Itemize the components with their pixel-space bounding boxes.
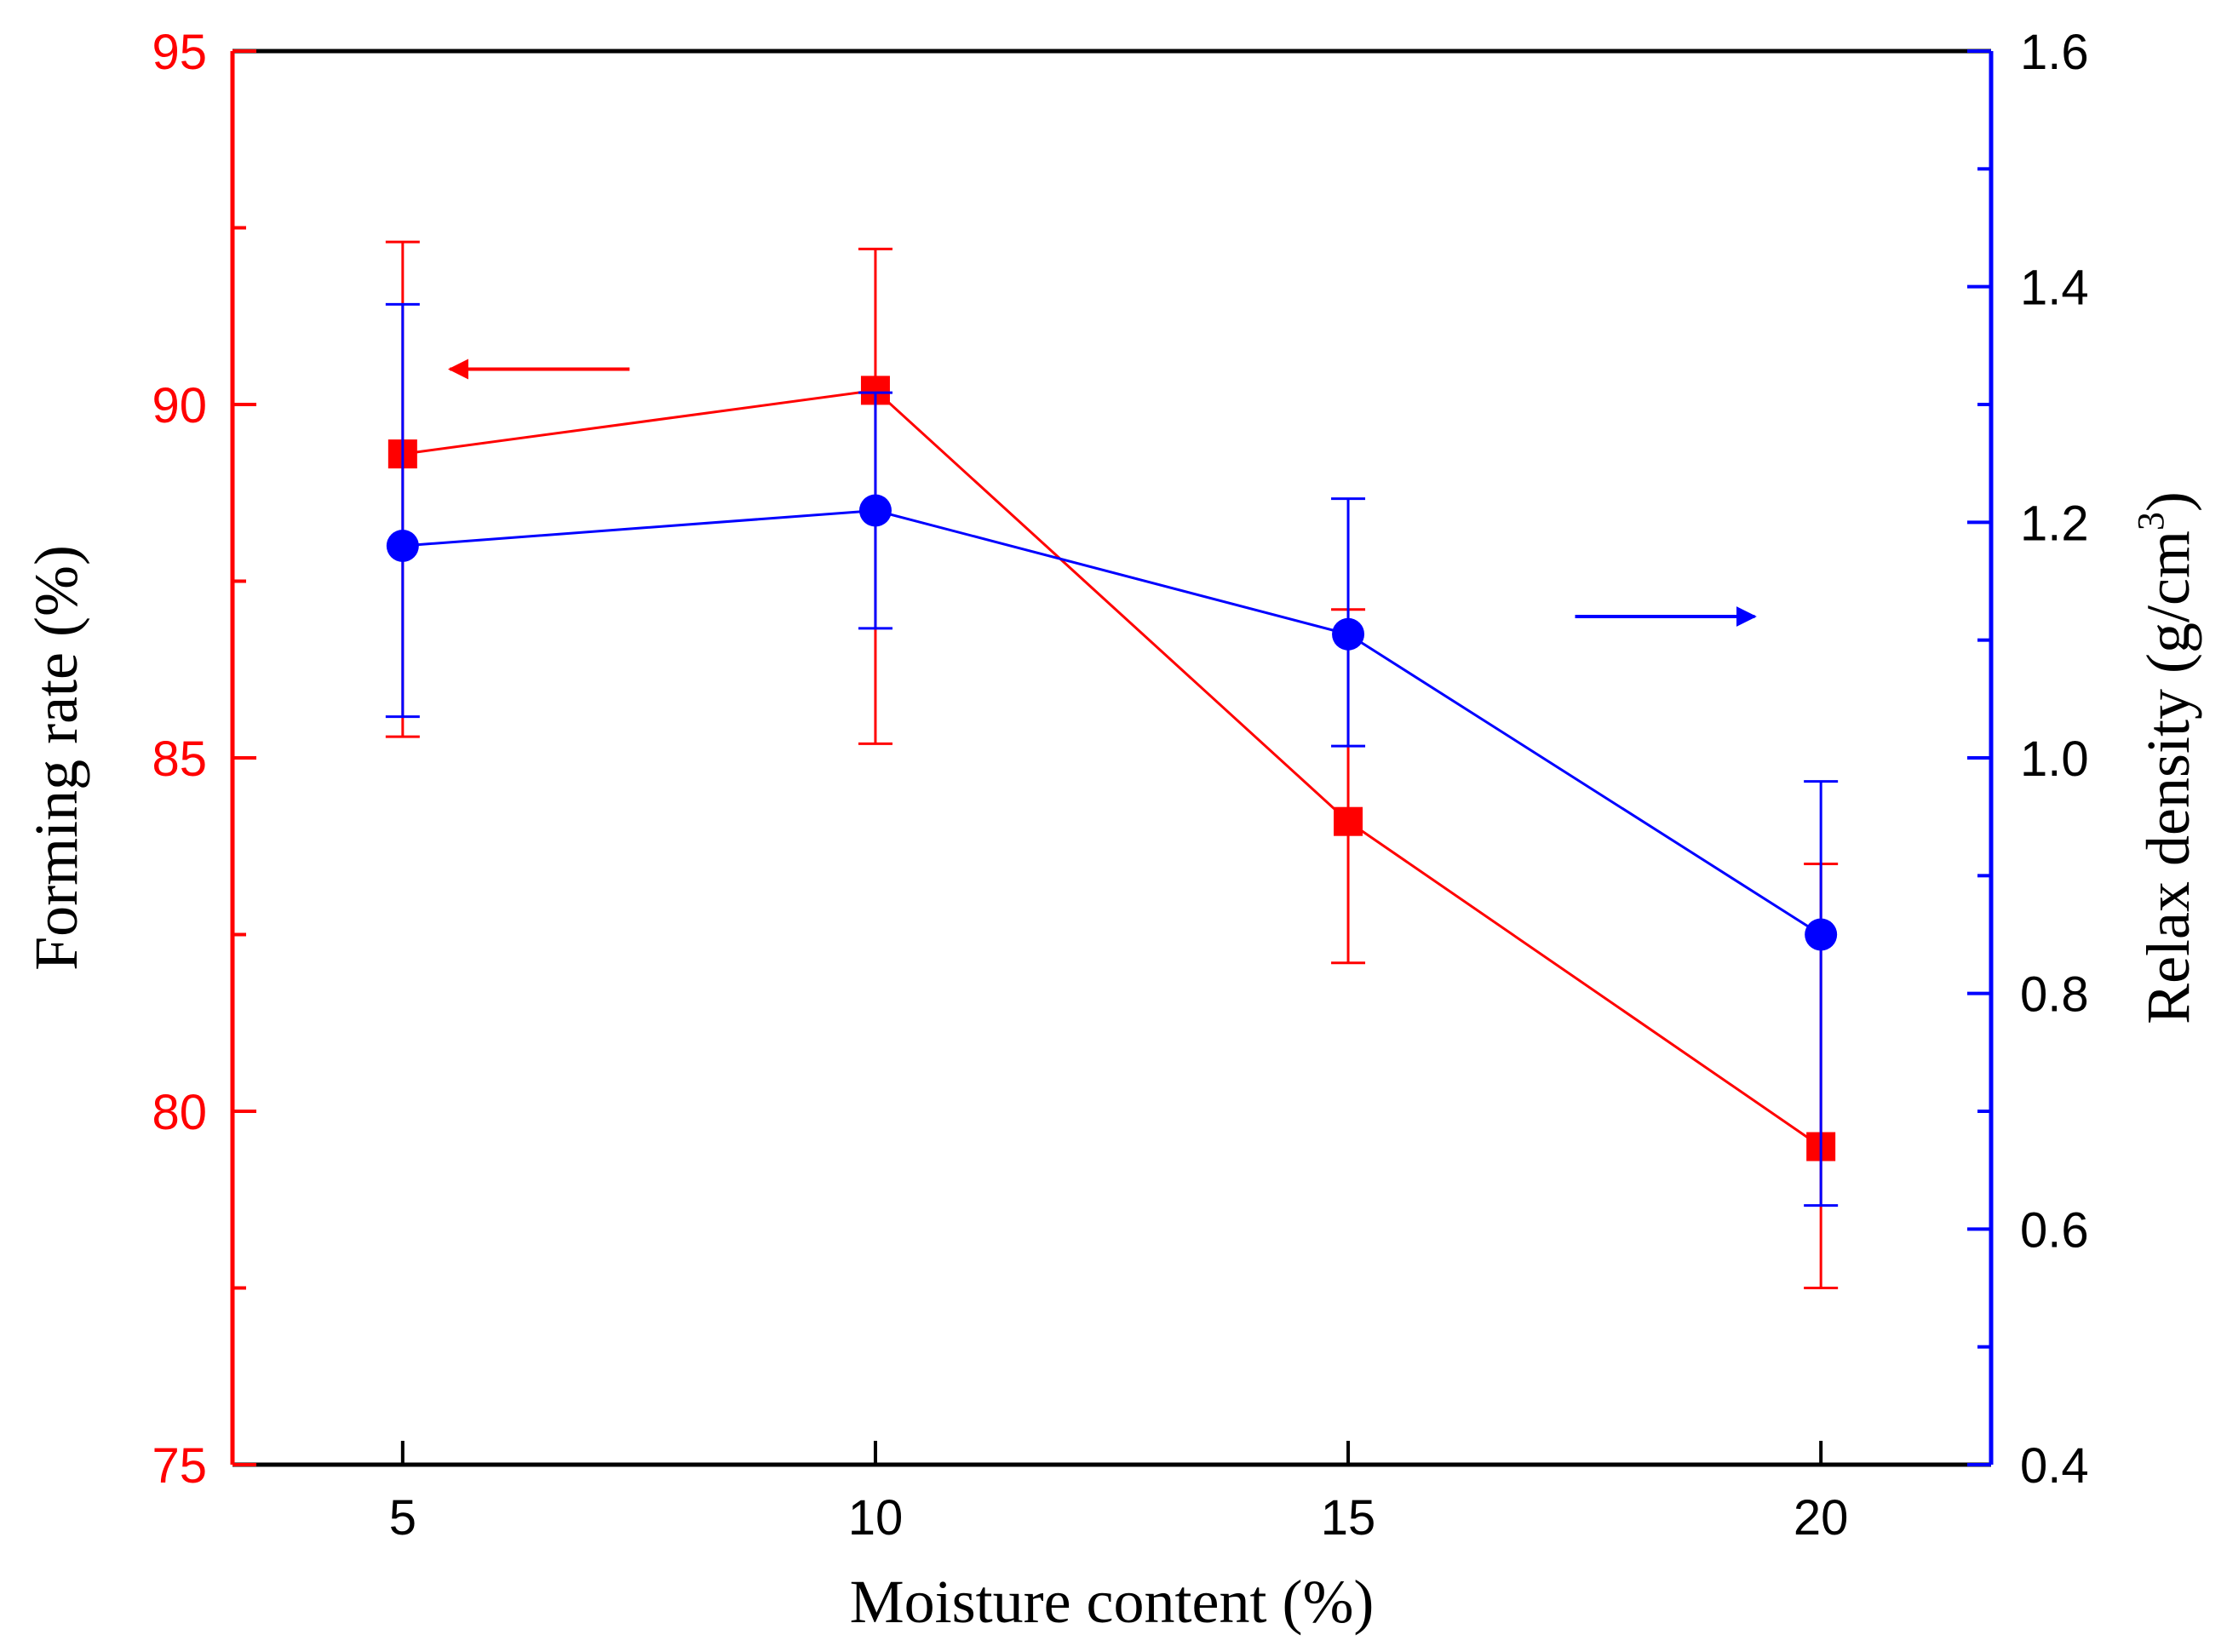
right-y-tick-label: 0.8 <box>2020 967 2089 1023</box>
annotation-layer <box>447 359 1757 627</box>
data-point-square <box>1334 806 1363 836</box>
right-y-axis-title-suffix: ) <box>2134 491 2202 512</box>
left-y-axis-ticks: 75 80 85 90 95 <box>152 25 256 1494</box>
x-axis-ticks: 5 10 15 20 <box>389 1441 1849 1546</box>
x-axis-title: Moisture content (%) <box>850 1568 1375 1636</box>
right-y-axis-ticks: 0.4 0.6 0.8 1.0 1.2 1.4 1.6 <box>1967 25 2089 1494</box>
series-layer <box>385 240 1839 1289</box>
data-point-circle <box>386 530 419 562</box>
right-y-axis-title-main: Relax density (g/cm <box>2134 531 2202 1024</box>
series-relax-density <box>385 302 1839 1207</box>
axes-frame <box>230 49 1994 1467</box>
right-y-axis-title-superscript: 3 <box>2130 512 2172 531</box>
x-tick-label: 20 <box>1794 1490 1849 1546</box>
left-y-tick-label: 90 <box>152 378 207 433</box>
right-y-tick-label: 1.6 <box>2020 25 2089 80</box>
data-point-circle <box>1805 918 1838 951</box>
x-tick-label: 15 <box>1321 1490 1376 1546</box>
right-y-tick-label: 1.2 <box>2020 496 2089 551</box>
right-y-axis-title: Relax density (g/cm3) <box>2130 491 2202 1024</box>
left-y-tick-label: 85 <box>152 731 207 787</box>
x-tick-label: 5 <box>389 1490 416 1546</box>
right-y-tick-label: 1.0 <box>2020 731 2089 787</box>
left-y-tick-label: 95 <box>152 25 207 80</box>
series-forming-rate <box>385 240 1839 1289</box>
left-y-tick-label: 75 <box>152 1438 207 1494</box>
series-line <box>402 508 1822 936</box>
data-point-circle <box>858 494 892 527</box>
x-tick-label: 10 <box>848 1490 904 1546</box>
left-y-axis-title: Forming rate (%) <box>22 545 90 971</box>
right-y-tick-label: 0.6 <box>2020 1202 2089 1258</box>
data-point-circle <box>1332 617 1365 651</box>
left-y-tick-label: 80 <box>152 1085 207 1140</box>
right-y-tick-label: 1.4 <box>2020 261 2089 316</box>
series-line <box>402 388 1822 1148</box>
right-y-tick-label: 0.4 <box>2020 1438 2089 1494</box>
